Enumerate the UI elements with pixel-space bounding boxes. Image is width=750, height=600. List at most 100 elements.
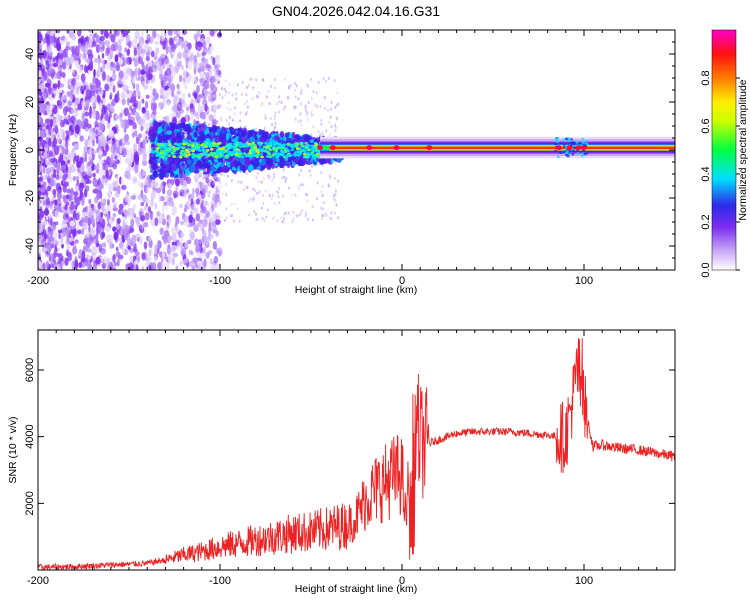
heatmap-cell <box>167 183 172 188</box>
heatmap-cell <box>307 217 310 221</box>
heatmap-cell <box>158 102 163 108</box>
heatmap-cell <box>68 237 73 242</box>
heatmap-cell <box>127 97 130 106</box>
heatmap-cell <box>47 86 53 95</box>
heatmap-cell <box>157 126 163 134</box>
heatmap-cell <box>132 143 138 152</box>
heatmap-cell <box>208 190 211 194</box>
heatmap-cell <box>171 232 177 242</box>
heatmap-cell <box>283 212 286 216</box>
heatmap-cell <box>176 30 180 35</box>
heatmap-cell <box>246 85 248 89</box>
heatmap-cell <box>101 118 106 124</box>
heatmap-cell <box>179 189 185 197</box>
heatmap-cell <box>212 205 215 209</box>
heatmap-cell <box>204 203 207 207</box>
heatmap-cell <box>199 247 204 254</box>
heatmap-cell <box>46 51 50 59</box>
heatmap-cell <box>112 203 117 212</box>
heatmap-cell <box>102 71 106 81</box>
heatmap-cell <box>195 40 198 51</box>
heatmap-cell <box>87 262 92 270</box>
heatmap-cell <box>40 222 44 233</box>
heatmap-cell <box>163 57 169 65</box>
heatmap-cell <box>101 224 105 232</box>
heatmap-cell <box>99 43 103 48</box>
heatmap-cell <box>77 103 83 111</box>
heatmap-cell <box>38 136 43 142</box>
heatmap-cell <box>328 120 331 124</box>
heatmap-cell <box>38 75 42 83</box>
heatmap-cell <box>208 126 213 133</box>
heatmap-cell <box>298 173 301 177</box>
heatmap-cell <box>95 135 99 144</box>
heatmap-cell <box>330 211 333 215</box>
heatmap-cell <box>225 207 228 211</box>
heatmap-cell <box>66 56 71 67</box>
heatmap-cell <box>247 164 254 172</box>
heatmap-cell <box>334 193 337 197</box>
heatmap-cell <box>143 241 148 250</box>
heatmap-cell <box>159 183 165 191</box>
heatmap-cell <box>265 158 271 166</box>
heatmap-cell <box>45 34 51 45</box>
heatmap-cell <box>45 167 51 175</box>
heatmap-cell <box>291 220 294 224</box>
heatmap-cell <box>196 51 200 59</box>
heatmap-cell <box>112 226 117 232</box>
heatmap-cell <box>203 101 206 105</box>
heatmap-cell <box>262 158 266 166</box>
heatmap-cell <box>90 126 94 135</box>
heatmap-cell <box>78 182 84 193</box>
heatmap-cell <box>172 155 176 158</box>
heatmap-cell <box>43 182 48 189</box>
heatmap-cell <box>282 168 285 172</box>
heatmap-cell <box>321 213 324 217</box>
heatmap-cell <box>233 159 239 167</box>
heatmap-cell <box>125 249 129 256</box>
heatmap-cell <box>92 172 96 178</box>
heatmap-cell <box>74 239 79 244</box>
heatmap-cell <box>173 94 179 102</box>
heatmap-cell <box>58 64 63 71</box>
heatmap-cell <box>52 83 58 89</box>
heatmap-cell <box>44 206 49 214</box>
heatmap-cell <box>122 84 128 92</box>
heatmap-cell <box>269 175 271 179</box>
heatmap-cell <box>39 82 45 93</box>
heatmap-cell <box>134 251 140 256</box>
heatmap-cell <box>123 217 128 224</box>
heatmap-cell <box>145 39 149 45</box>
heatmap-cell <box>54 199 58 206</box>
heatmap-cell <box>61 164 67 170</box>
heatmap-cell <box>216 120 219 124</box>
heatmap-cell <box>294 81 297 85</box>
heatmap-cell <box>302 183 305 187</box>
heatmap-cell <box>42 262 46 270</box>
heatmap-cell <box>83 179 87 189</box>
heatmap-cell <box>251 198 254 202</box>
heatmap-cell <box>161 56 165 66</box>
heatmap-cell <box>138 67 141 77</box>
heatmap-cell <box>322 76 325 81</box>
heatmap-cell <box>108 112 112 119</box>
heatmap-cell <box>94 196 99 204</box>
heatmap-cell <box>82 245 86 252</box>
heatmap-cell <box>70 201 75 211</box>
heatmap-cell <box>219 172 222 176</box>
heatmap-cell <box>46 197 50 206</box>
heatmap-cell <box>285 211 288 215</box>
heatmap-cell <box>92 177 98 187</box>
heatmap-cell <box>87 161 91 167</box>
heatmap-cell <box>239 119 241 123</box>
heatmap-cell <box>145 94 150 99</box>
heatmap-cell <box>67 100 73 107</box>
heatmap-cell <box>266 174 269 178</box>
heatmap-cell <box>322 207 325 211</box>
heatmap-cell <box>171 205 177 216</box>
heatmap-cell <box>83 145 89 154</box>
heatmap-cell <box>245 158 251 165</box>
heatmap-cell <box>42 92 47 101</box>
heatmap-cell <box>307 84 310 88</box>
heatmap-cell <box>58 199 62 205</box>
